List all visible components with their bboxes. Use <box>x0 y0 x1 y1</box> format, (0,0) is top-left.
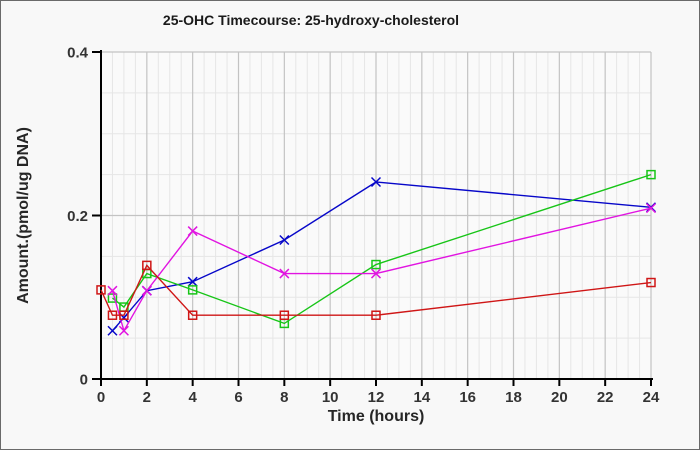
y-axis-title: Amount.(pmol/ug DNA) <box>15 127 32 304</box>
y-tick-label: 0.2 <box>67 208 88 225</box>
x-tick-label: 10 <box>322 389 339 406</box>
y-tick-label: 0.4 <box>67 45 89 62</box>
x-tick-label: 12 <box>368 389 385 406</box>
series-line-red <box>100 264 652 316</box>
marker-x-magenta <box>118 325 129 336</box>
marker-x-blue <box>370 176 382 188</box>
marker-x-blue <box>107 325 118 336</box>
marker-square-green <box>107 293 118 303</box>
series-line-green <box>112 173 652 325</box>
marker-x-magenta <box>141 285 152 296</box>
y-tick-label: 0 <box>80 372 88 389</box>
marker-x-magenta <box>370 268 382 279</box>
x-tick-label: 2 <box>143 389 151 406</box>
marker-square-green <box>187 285 198 295</box>
marker-x-blue <box>187 276 198 287</box>
marker-square-red <box>96 285 106 295</box>
x-tick-label: 20 <box>551 389 568 406</box>
marker-square-green <box>371 259 381 270</box>
x-tick-label: 18 <box>505 389 522 406</box>
marker-square-red <box>187 310 198 320</box>
x-tick-label: 4 <box>188 389 197 406</box>
marker-square-red <box>107 310 118 320</box>
x-tick-label: 14 <box>413 389 430 406</box>
marker-x-magenta <box>107 285 118 296</box>
marker-square-red <box>279 310 290 320</box>
chart-title: 25-OHC Timecourse: 25-hydroxy-cholestero… <box>162 12 460 28</box>
x-axis-title: Time (hours) <box>328 408 425 425</box>
x-tick-label: 24 <box>643 389 660 406</box>
marker-square-red <box>646 277 656 288</box>
marker-square-green <box>646 169 656 180</box>
marker-square-red <box>119 310 129 320</box>
marker-square-red <box>371 310 381 320</box>
x-tick-label: 8 <box>280 389 288 406</box>
marker-x-blue <box>279 234 290 246</box>
marker-square-red <box>142 260 152 271</box>
x-tick-label: 22 <box>597 389 614 406</box>
x-tick-label: 6 <box>234 389 242 406</box>
marker-x-magenta <box>279 268 290 279</box>
marker-x-magenta <box>645 203 657 214</box>
x-tick-label: 0 <box>97 389 105 406</box>
x-tick-label: 16 <box>459 389 476 406</box>
marker-x-magenta <box>187 226 198 237</box>
